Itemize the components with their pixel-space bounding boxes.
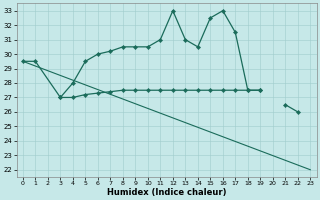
X-axis label: Humidex (Indice chaleur): Humidex (Indice chaleur) xyxy=(107,188,226,197)
